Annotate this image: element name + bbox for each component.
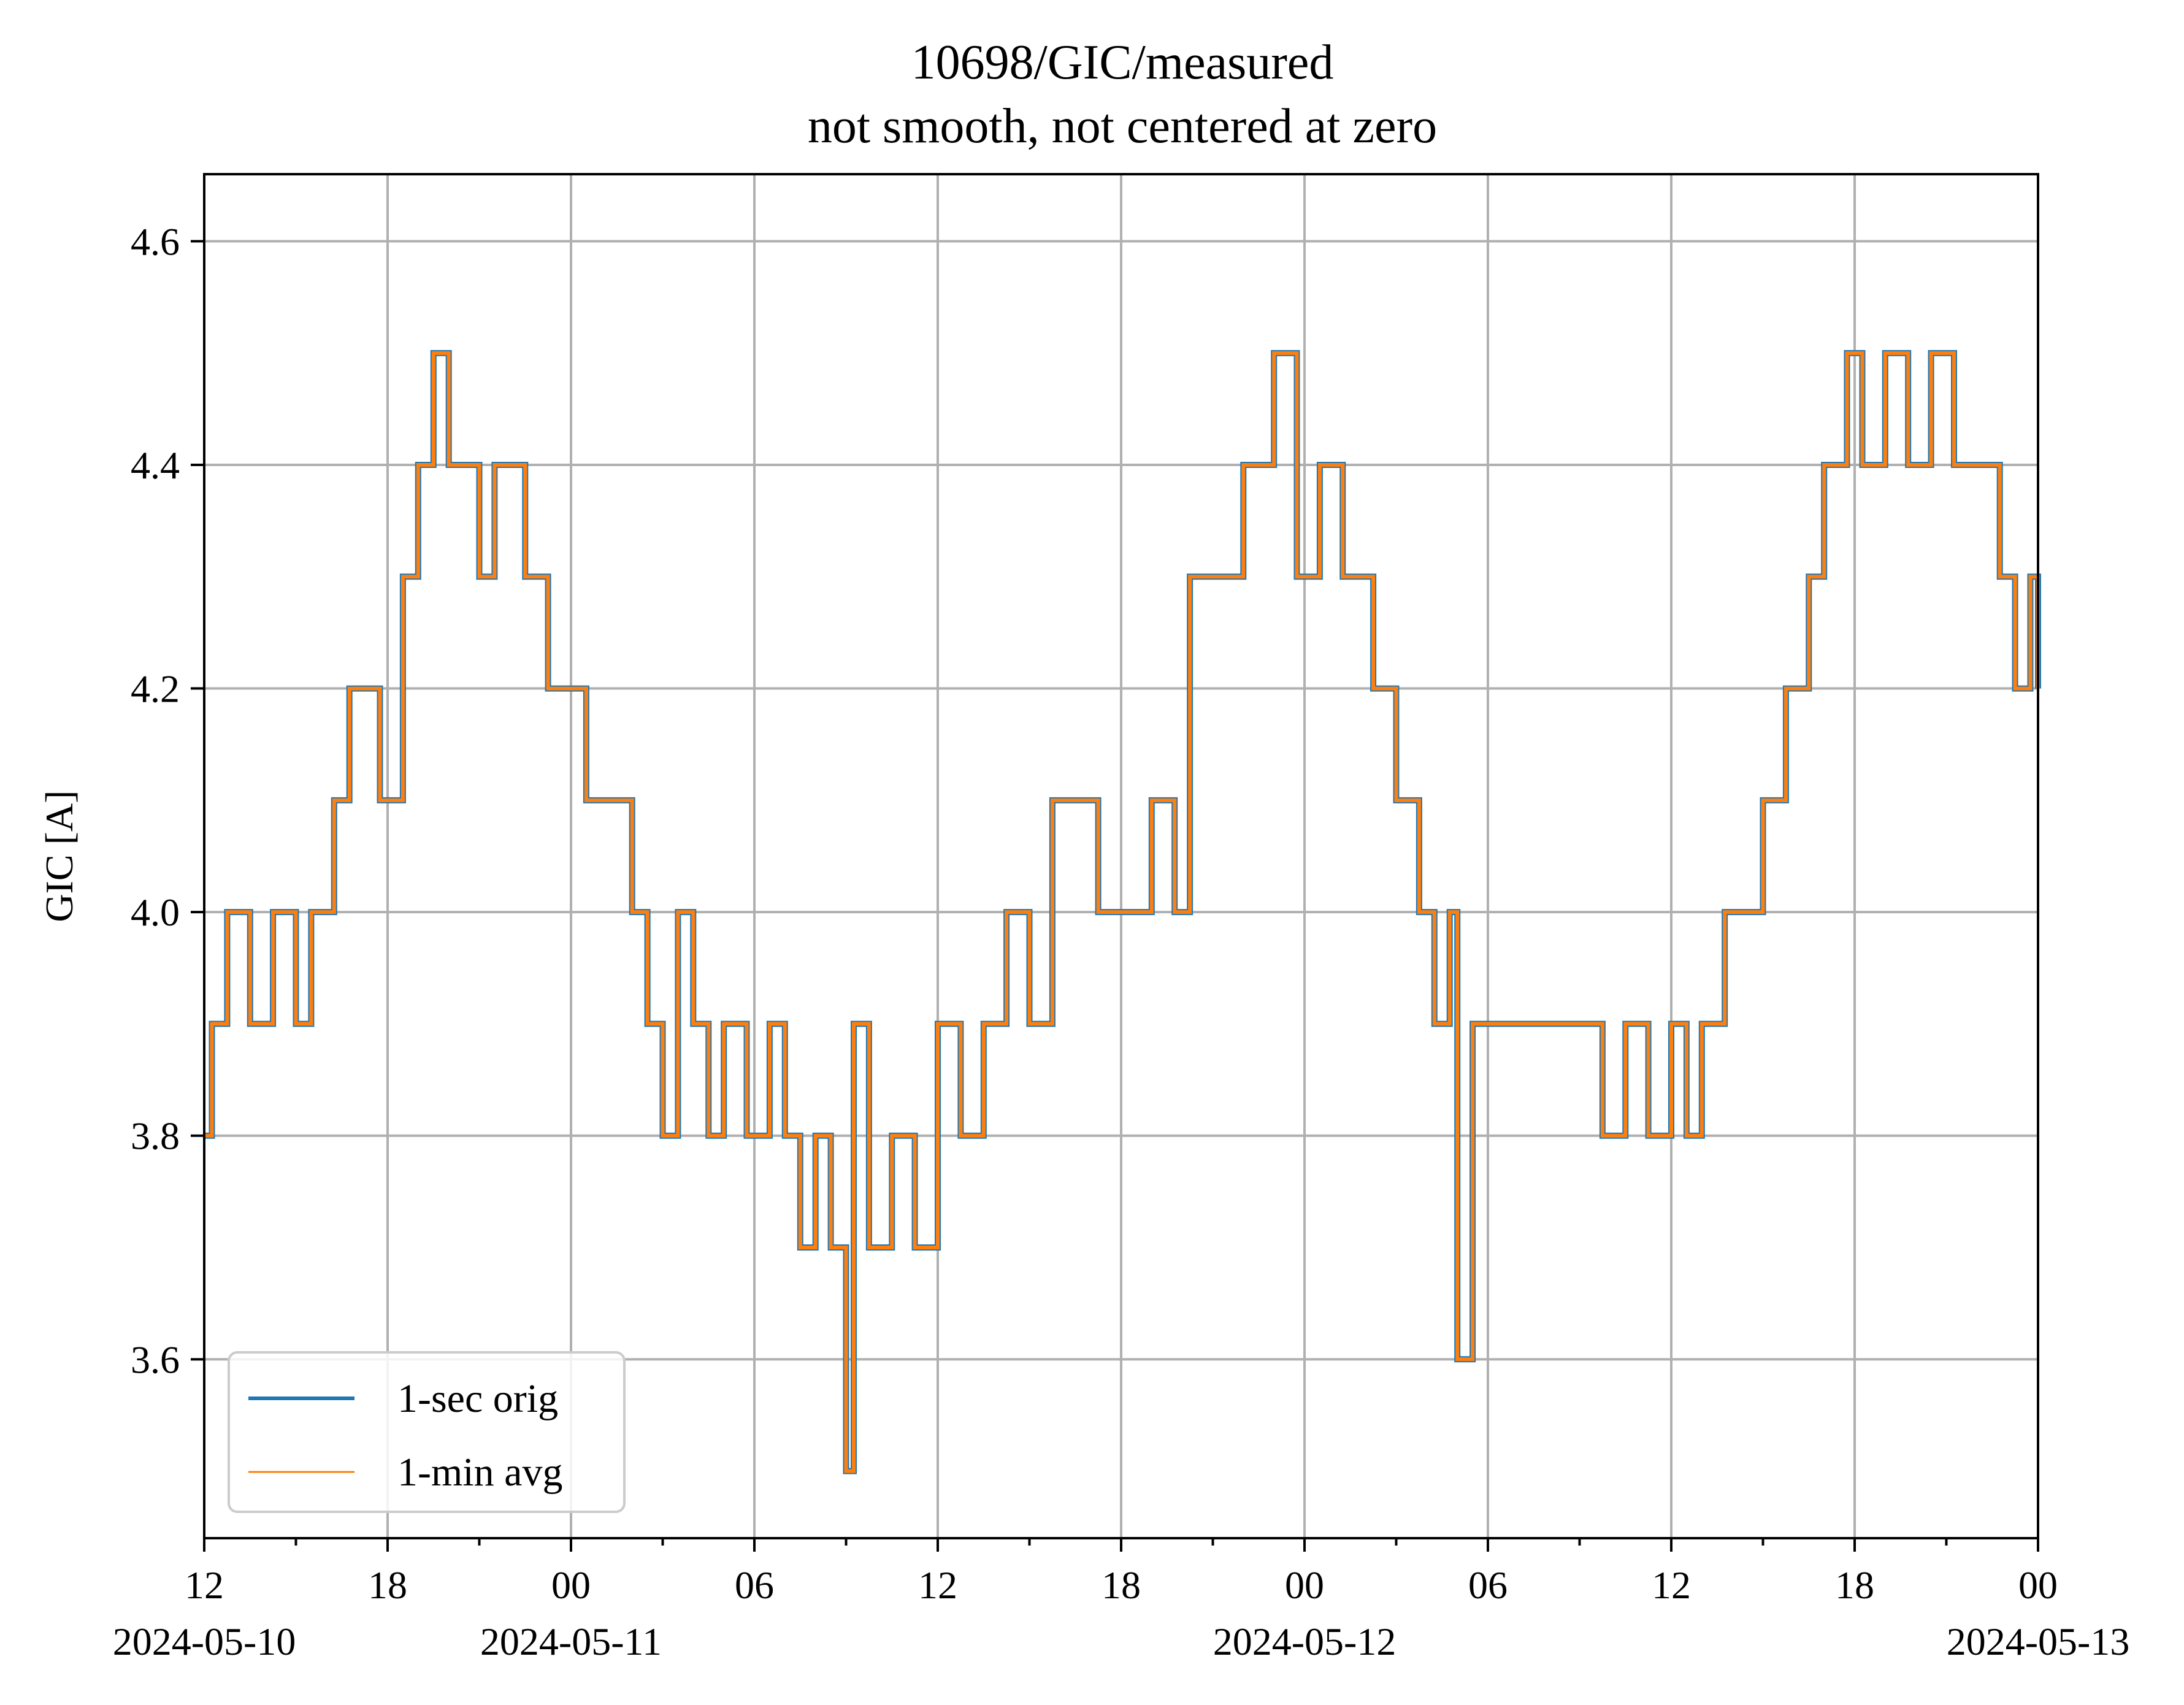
x-tick-label: 18 bbox=[1835, 1563, 1874, 1607]
series-layer bbox=[204, 350, 2041, 1474]
x-axis: 12 2024-05-10 18 00 2024-05-11 06 12 18 00 2024-0… bbox=[113, 1538, 2130, 1663]
x-tick-label: 18 bbox=[1102, 1563, 1141, 1607]
x-tick-date-label: 2024-05-11 bbox=[480, 1620, 662, 1663]
y-axis: 3.6 3.8 4.0 4.2 4.4 4.6 bbox=[131, 220, 204, 1381]
x-tick-date-label: 2024-05-13 bbox=[1947, 1620, 2130, 1663]
x-tick-label: 00 bbox=[2018, 1563, 2058, 1607]
x-tick-date-label: 2024-05-10 bbox=[113, 1620, 296, 1663]
x-tick-label: 12 bbox=[918, 1563, 957, 1607]
x-tick-label: 00 bbox=[551, 1563, 591, 1607]
chart-title: 10698/GIC/measured bbox=[911, 36, 1334, 90]
legend-label: 1-sec orig bbox=[397, 1376, 558, 1421]
x-tick-label: 18 bbox=[368, 1563, 407, 1607]
x-tick-label: 00 bbox=[1285, 1563, 1324, 1607]
y-tick-label: 3.6 bbox=[131, 1338, 180, 1381]
chart-subtitle: not smooth, not centered at zero bbox=[808, 99, 1437, 153]
y-tick-label: 4.2 bbox=[131, 667, 180, 711]
x-tick-date-label: 2024-05-12 bbox=[1213, 1620, 1397, 1663]
legend-label: 1-min avg bbox=[397, 1450, 562, 1495]
y-axis-label: GIC [A] bbox=[37, 790, 81, 922]
y-tick-label: 3.8 bbox=[131, 1114, 180, 1158]
x-tick-label: 06 bbox=[1468, 1563, 1508, 1607]
y-tick-label: 4.0 bbox=[131, 891, 180, 934]
x-tick-label: 12 bbox=[185, 1563, 224, 1607]
legend: 1-sec orig 1-min avg bbox=[228, 1351, 626, 1513]
y-tick-label: 4.6 bbox=[131, 220, 180, 263]
x-tick-label: 06 bbox=[735, 1563, 774, 1607]
series-line-avg bbox=[204, 351, 2040, 1473]
x-tick-label: 12 bbox=[1652, 1563, 1691, 1607]
y-tick-label: 4.4 bbox=[131, 443, 180, 487]
